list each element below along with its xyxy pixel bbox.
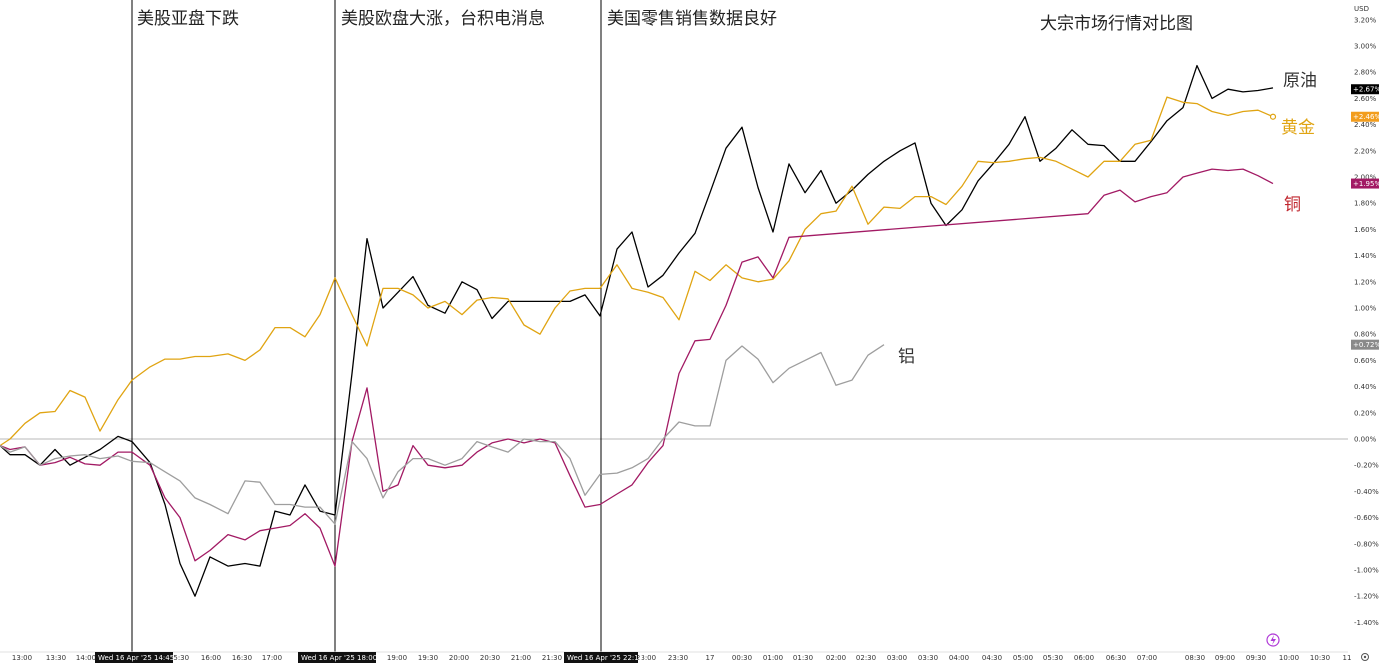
settings-icon[interactable] [1361, 653, 1369, 661]
gold-endpoint-marker [1269, 113, 1277, 120]
series-label-gold: 黄金 [1281, 118, 1315, 138]
x-event-badge [95, 652, 173, 663]
y-tick-label: 1.40% [1354, 252, 1377, 260]
x-tick-label: 02:00 [826, 654, 846, 662]
x-tick-label: 08:30 [1185, 654, 1205, 662]
x-tick-label: 19:00 [387, 654, 407, 662]
series-label-aluminum: 铝 [898, 347, 915, 367]
y-tick-label: -1.40% [1354, 619, 1379, 627]
x-axis: 13:00 13:30 14:00 15:30 16:00 16:30 17:00 19:00… [12, 654, 1352, 662]
y-tick-label: -1.20% [1354, 593, 1379, 601]
x-tick-label: 23:30 [668, 654, 688, 662]
y-tick-label: 0.60% [1354, 357, 1377, 365]
x-tick-label: 15:30 [169, 654, 189, 662]
annotation-europe-rally: 美股欧盘大涨，台积电消息 [341, 9, 545, 29]
x-tick-label: 10:00 [1279, 654, 1299, 662]
x-event-badge [564, 652, 638, 663]
y-tick-label: -0.40% [1354, 488, 1379, 496]
y-tick-label: -1.00% [1354, 567, 1379, 575]
y-tick-label: 2.40% [1354, 121, 1377, 129]
y-tick-label: 0.00% [1354, 436, 1377, 444]
x-tick-label: 10:30 [1310, 654, 1330, 662]
x-tick-label: 19:30 [418, 654, 438, 662]
annotation-retail-sales: 美国零售销售数据良好 [607, 9, 777, 29]
currency-label: USD [1354, 5, 1369, 13]
x-tick-label: 16:30 [232, 654, 252, 662]
series-line-1 [0, 96, 1274, 447]
x-tick-label: 04:30 [982, 654, 1002, 662]
x-tick-label: 21:30 [542, 654, 562, 662]
x-tick-label: 21:00 [511, 654, 531, 662]
series-layer [0, 64, 1277, 597]
x-tick-label: 23:00 [636, 654, 656, 662]
y-tick-label: 1.60% [1354, 226, 1377, 234]
annotation-asia-drop: 美股亚盘下跌 [137, 9, 239, 29]
x-tick-label: 11 [1343, 654, 1352, 662]
x-tick-label: 17:00 [262, 654, 282, 662]
y-tick-label: 1.00% [1354, 305, 1377, 313]
y-tick-label: 2.80% [1354, 69, 1377, 77]
x-tick-label: 05:00 [1013, 654, 1033, 662]
y-tick-label: 2.60% [1354, 95, 1377, 103]
y-tick-label: 0.20% [1354, 409, 1377, 417]
series-label-copper: 铜 [1284, 195, 1301, 215]
y-tick-label: 3.00% [1354, 43, 1377, 51]
last-value-badge [1351, 178, 1379, 189]
x-tick-label: 05:30 [1043, 654, 1063, 662]
last-value-badge [1351, 339, 1379, 350]
x-tick-label: 03:00 [887, 654, 907, 662]
x-tick-label: 17 [706, 654, 715, 662]
x-tick-label: 20:30 [480, 654, 500, 662]
last-value-badges: +2.67% +2.46% +1.95% +0.72% [1351, 84, 1380, 350]
x-event-badge-text: Wed 16 Apr '25 18:00 [301, 654, 377, 662]
x-tick-label: 06:30 [1106, 654, 1126, 662]
lightning-icon[interactable] [1266, 633, 1280, 647]
x-axis-event-badges: Wed 16 Apr '25 14:45 Wed 16 Apr '25 18:00… [95, 652, 643, 663]
y-tick-label: 0.80% [1354, 331, 1377, 339]
last-value-text: +0.72% [1353, 341, 1380, 349]
x-tick-label: 07:00 [1137, 654, 1157, 662]
x-tick-label: 04:00 [949, 654, 969, 662]
series-label-crude-oil: 原油 [1283, 71, 1317, 91]
x-tick-label: 16:00 [201, 654, 221, 662]
chart-title: 大宗市场行情对比图 [1040, 14, 1193, 34]
series-line-3 [0, 344, 885, 525]
last-value-text: +2.67% [1353, 86, 1380, 94]
y-tick-label: 1.80% [1354, 200, 1377, 208]
y-tick-label: 0.40% [1354, 383, 1377, 391]
last-value-badge [1351, 111, 1379, 122]
y-tick-label: -0.80% [1354, 540, 1379, 548]
last-value-text: +2.46% [1353, 113, 1380, 121]
x-tick-label: 09:30 [1246, 654, 1266, 662]
x-tick-label: 13:30 [46, 654, 66, 662]
y-tick-label: 2.20% [1354, 147, 1377, 155]
x-tick-label: 01:30 [793, 654, 813, 662]
y-tick-label: 3.20% [1354, 16, 1377, 24]
series-line-2 [0, 168, 1274, 567]
last-value-text: +1.95% [1353, 180, 1380, 188]
x-tick-label: 13:00 [12, 654, 32, 662]
x-event-badge [298, 652, 376, 663]
y-axis: 3.20% 3.00% 2.80% 2.60% 2.40% 2.20% 2.00% 1.80%… [1354, 16, 1379, 627]
series-line-0 [0, 64, 1274, 597]
x-tick-label: 09:00 [1215, 654, 1235, 662]
x-tick-label: 00:30 [732, 654, 752, 662]
y-tick-label: -0.60% [1354, 514, 1379, 522]
x-tick-label: 03:30 [918, 654, 938, 662]
last-value-badge [1351, 84, 1379, 95]
x-event-badge-text: Wed 16 Apr '25 14:45 [98, 654, 174, 662]
event-lines [131, 0, 602, 652]
x-tick-label: 01:00 [763, 654, 783, 662]
y-tick-label: 2.00% [1354, 174, 1377, 182]
x-tick-label: 06:00 [1074, 654, 1094, 662]
x-tick-label: 02:30 [856, 654, 876, 662]
y-tick-label: 1.20% [1354, 278, 1377, 286]
y-tick-label: -0.20% [1354, 462, 1379, 470]
x-event-badge-text: Wed 16 Apr '25 22:15 [567, 654, 643, 662]
x-tick-label: 20:00 [449, 654, 469, 662]
x-tick-label: 14:00 [76, 654, 96, 662]
